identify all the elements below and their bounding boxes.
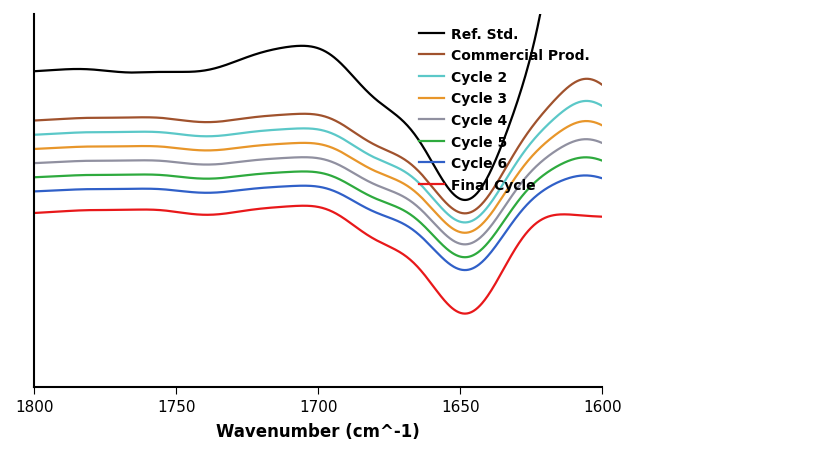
Cycle 6 — [266, 185, 276, 191]
Cycle 5 — [266, 171, 276, 177]
Cycle 6 — [580, 173, 590, 179]
Cycle 5 — [251, 172, 261, 177]
Cycle 4 — [561, 142, 571, 148]
Commercial Prod. — [107, 116, 117, 121]
Final Cycle — [597, 214, 607, 220]
Commercial Prod. — [234, 117, 244, 123]
Commercial Prod. — [165, 117, 175, 122]
Commercial Prod. — [251, 115, 261, 121]
Line: Cycle 6: Cycle 6 — [34, 176, 602, 270]
Cycle 5 — [29, 175, 39, 181]
Cycle 2 — [561, 106, 571, 112]
Cycle 3 — [107, 144, 117, 150]
Ref. Std. — [29, 69, 39, 75]
Line: Commercial Prod.: Commercial Prod. — [34, 80, 602, 214]
Cycle 2 — [460, 220, 470, 226]
Cycle 4 — [597, 141, 607, 147]
Final Cycle — [299, 203, 308, 209]
Cycle 4 — [251, 158, 261, 163]
Final Cycle — [29, 211, 39, 216]
Cycle 2 — [266, 128, 276, 133]
Cycle 4 — [165, 159, 175, 165]
X-axis label: Wavenumber (cm^-1): Wavenumber (cm^-1) — [216, 422, 420, 440]
Commercial Prod. — [29, 118, 39, 124]
Ref. Std. — [460, 198, 470, 203]
Cycle 5 — [165, 174, 175, 179]
Commercial Prod. — [561, 86, 571, 92]
Cycle 3 — [266, 142, 276, 148]
Cycle 5 — [597, 158, 607, 164]
Cycle 6 — [460, 268, 470, 273]
Ref. Std. — [251, 52, 261, 58]
Cycle 5 — [561, 160, 571, 165]
Cycle 2 — [582, 99, 592, 105]
Cycle 4 — [266, 157, 276, 162]
Ref. Std. — [107, 70, 117, 75]
Cycle 3 — [165, 145, 175, 151]
Cycle 2 — [597, 104, 607, 109]
Line: Cycle 3: Cycle 3 — [34, 122, 602, 233]
Line: Ref. Std.: Ref. Std. — [34, 0, 602, 201]
Cycle 2 — [29, 133, 39, 138]
Cycle 2 — [234, 131, 244, 137]
Cycle 3 — [251, 144, 261, 149]
Final Cycle — [165, 209, 175, 214]
Final Cycle — [234, 209, 244, 215]
Cycle 4 — [234, 160, 244, 165]
Commercial Prod. — [460, 211, 470, 217]
Cycle 4 — [581, 137, 591, 142]
Cycle 4 — [460, 242, 470, 248]
Ref. Std. — [165, 70, 175, 76]
Cycle 3 — [561, 125, 571, 131]
Cycle 6 — [165, 188, 175, 193]
Cycle 3 — [582, 119, 592, 125]
Commercial Prod. — [597, 83, 607, 88]
Cycle 3 — [460, 231, 470, 236]
Cycle 4 — [107, 159, 117, 164]
Ref. Std. — [234, 58, 244, 64]
Cycle 3 — [597, 123, 607, 129]
Cycle 4 — [29, 161, 39, 167]
Final Cycle — [562, 212, 572, 217]
Legend: Ref. Std., Commercial Prod., Cycle 2, Cycle 3, Cycle 4, Cycle 5, Cycle 6, Final : Ref. Std., Commercial Prod., Cycle 2, Cy… — [414, 22, 595, 198]
Final Cycle — [251, 207, 261, 212]
Cycle 5 — [107, 173, 117, 178]
Cycle 3 — [234, 146, 244, 151]
Line: Cycle 4: Cycle 4 — [34, 140, 602, 245]
Cycle 6 — [597, 176, 607, 182]
Cycle 5 — [581, 155, 591, 161]
Cycle 6 — [234, 188, 244, 193]
Cycle 6 — [251, 186, 261, 192]
Cycle 6 — [561, 177, 571, 182]
Cycle 2 — [107, 130, 117, 136]
Cycle 2 — [165, 131, 175, 136]
Cycle 5 — [234, 174, 244, 179]
Cycle 5 — [460, 255, 470, 260]
Cycle 6 — [107, 187, 117, 192]
Final Cycle — [107, 208, 117, 213]
Line: Cycle 5: Cycle 5 — [34, 158, 602, 258]
Final Cycle — [266, 206, 276, 211]
Line: Cycle 2: Cycle 2 — [34, 102, 602, 223]
Cycle 2 — [251, 129, 261, 135]
Line: Final Cycle: Final Cycle — [34, 206, 602, 314]
Cycle 3 — [29, 147, 39, 152]
Final Cycle — [460, 311, 470, 317]
Ref. Std. — [266, 48, 276, 54]
Commercial Prod. — [582, 77, 592, 82]
Commercial Prod. — [266, 114, 276, 119]
Cycle 6 — [29, 189, 39, 195]
